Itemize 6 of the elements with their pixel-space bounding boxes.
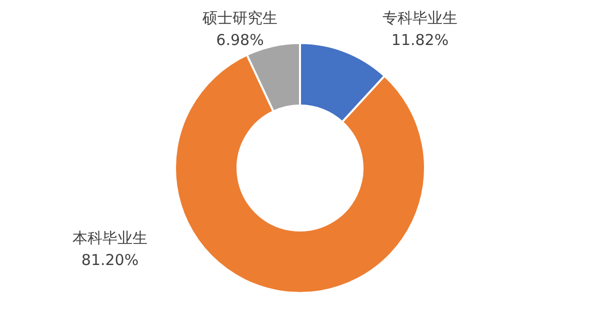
slice-label: 本科毕业生 bbox=[72, 228, 148, 247]
slice-label: 专科毕业生 bbox=[382, 8, 458, 27]
slice-label: 硕士研究生 bbox=[202, 8, 278, 27]
data-label: 11.82% bbox=[391, 30, 449, 49]
data-label: 6.98% bbox=[216, 30, 264, 49]
data-label: 81.20% bbox=[81, 250, 139, 269]
